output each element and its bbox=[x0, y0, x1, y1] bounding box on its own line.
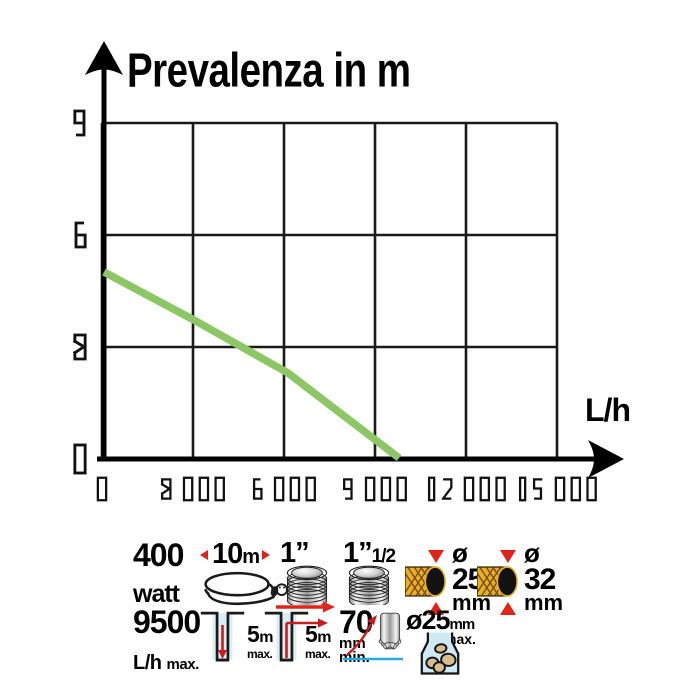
svg-text:max.: max. bbox=[305, 647, 331, 661]
svg-text:max.: max. bbox=[247, 647, 273, 661]
svg-text:1”1/2: 1”1/2 bbox=[343, 537, 395, 569]
svg-text:min.: min. bbox=[339, 649, 370, 666]
svg-text:mm: mm bbox=[524, 590, 563, 615]
svg-text:5m: 5m bbox=[247, 621, 273, 647]
svg-text:10m: 10m bbox=[212, 538, 259, 570]
svg-text:1”: 1” bbox=[280, 537, 309, 569]
